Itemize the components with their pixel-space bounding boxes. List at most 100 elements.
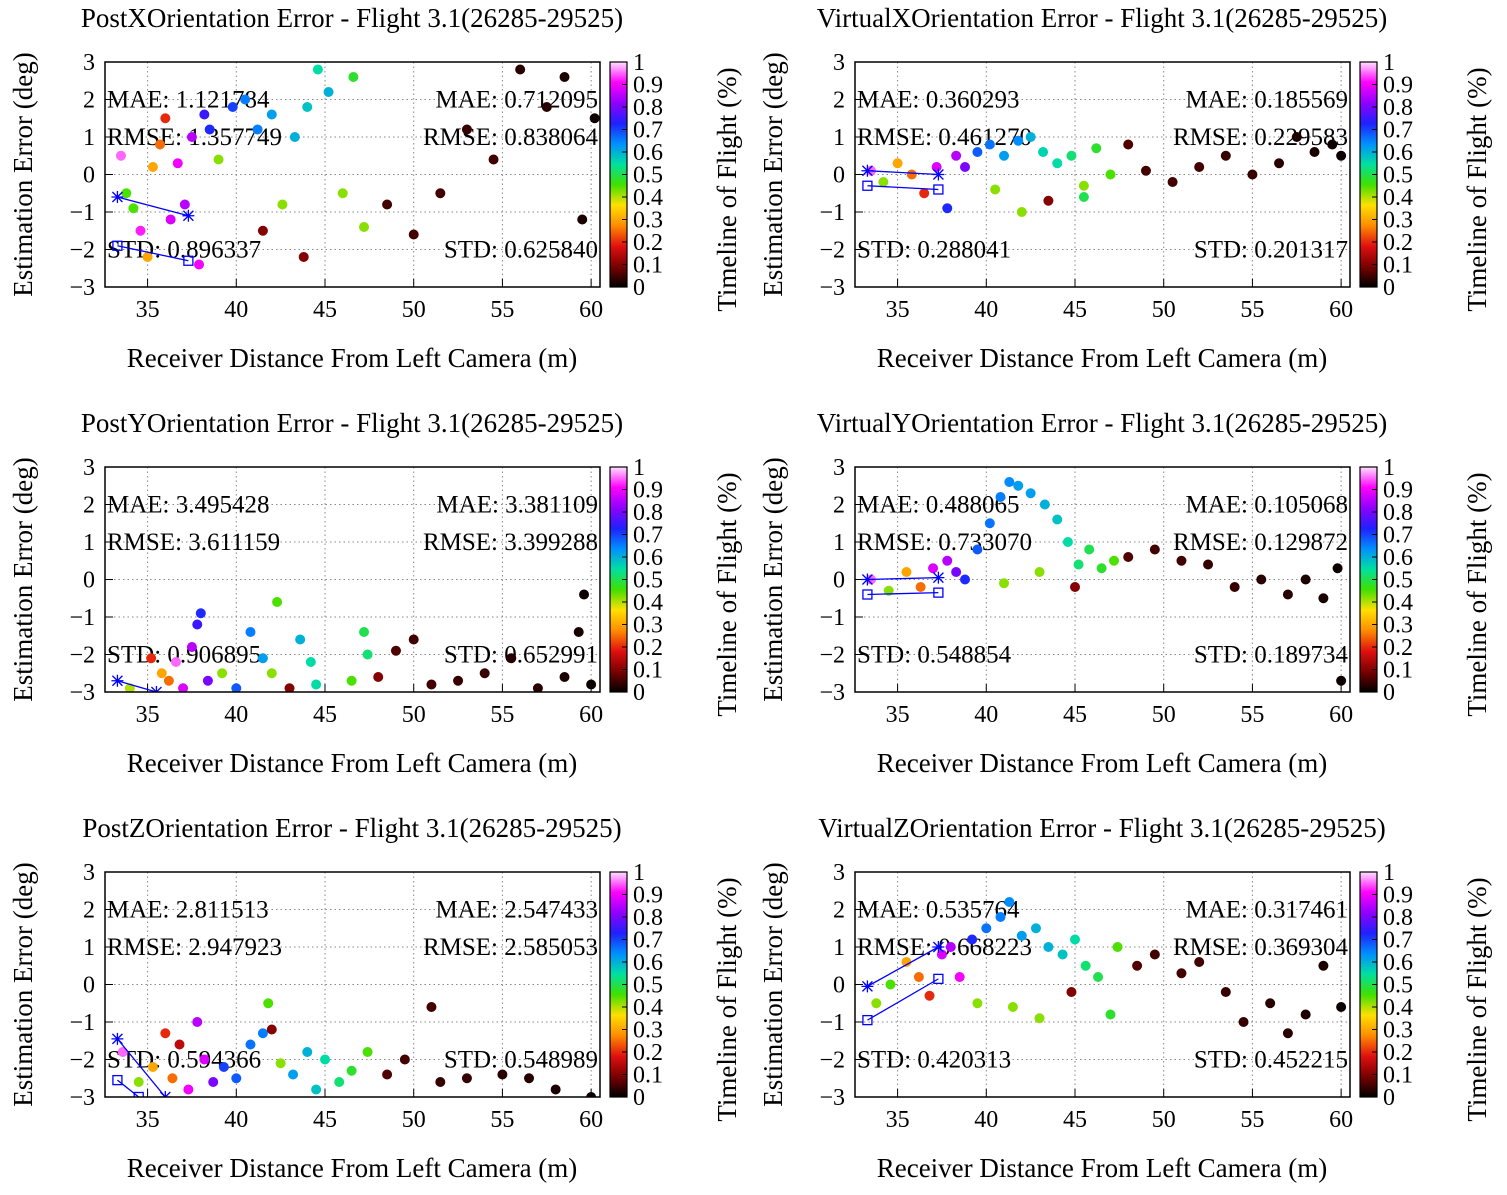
scatter-point [257,225,268,236]
scatter-point [577,214,588,225]
scatter-point [311,1084,322,1095]
chart-title: PostXOrientation Error - Flight 3.1(2628… [81,3,623,33]
y-axis-label: Estimation Error (deg) [758,862,788,1106]
stat-annotation: MAE: 0.535764 [857,897,1020,924]
scatter-point [275,1058,286,1069]
scatter-point [506,653,517,664]
scatter-point [218,1062,229,1072]
stat-annotation: STD: 0.201317 [1194,237,1348,264]
scatter-point [435,188,446,199]
scatter-point [984,518,995,529]
colorbar-tick-label: 0.5 [1383,973,1413,999]
scatter-point [488,154,499,165]
scatter-point [1062,537,1073,547]
scatter-point [972,147,983,157]
scatter-point [272,597,283,607]
x-tick-label: 35 [136,702,160,728]
scatter-point [1149,949,1160,960]
line-marker [133,1091,144,1097]
stat-annotation: RMSE: 0.733070 [857,529,1032,556]
colorbar-tick-label: 0.6 [633,950,663,976]
colorbar-tick-label: 0.4 [1383,995,1413,1021]
scatter-point [373,672,384,682]
x-tick-label: 55 [490,297,514,323]
plot-frame [104,61,601,288]
scatter-point [1203,559,1214,570]
line [867,185,939,191]
y-tick-label: 0 [83,973,95,999]
colorbar-tick-label: 1 [1383,455,1395,481]
y-tick-label: 0 [833,973,845,999]
x-axis-label: Receiver Distance From Left Camera (m) [127,748,578,778]
scatter-point [1052,158,1063,169]
scatter-point [288,1069,299,1080]
colorbar-tick-label: 0.7 [633,928,663,954]
scatter-point [435,1077,446,1087]
scatter-point [227,102,238,112]
scatter-point [217,668,228,679]
scatter-point [1039,499,1050,510]
scatter-point [924,990,935,1001]
x-tick-label: 35 [136,297,160,323]
plot-frame [854,871,1351,1098]
colorbar-tick-label: 0.3 [633,1018,663,1044]
line-marker [862,1014,873,1026]
scatter-point [231,683,242,692]
x-tick-label: 40 [974,702,998,728]
x-tick-label: 40 [224,1107,248,1133]
colorbar-tick-label: 0.7 [1383,523,1413,549]
scatter-point [942,203,953,214]
y-tick-label: −1 [819,1010,845,1036]
line [117,680,157,692]
scatter-point [919,188,930,199]
scatter-point [426,1002,437,1012]
stat-annotation: RMSE: 3.611159 [107,529,280,556]
scatter-point [245,1039,256,1050]
y-tick-label: −2 [819,643,845,669]
scatter-point [573,627,584,637]
colorbar-tick-label: 0.2 [1383,635,1413,661]
scatter-point [1220,150,1231,161]
colorbar-tick-label: 0 [1383,1085,1395,1111]
y-axis-label: Estimation Error (deg) [8,862,38,1106]
points [111,64,600,270]
scatter-point [960,162,970,172]
scatter-point [208,1077,219,1087]
scatter-point [146,653,157,664]
stat-annotation: MAE: 2.811513 [107,897,269,924]
scatter-point [586,679,597,690]
scatter-point [302,102,313,112]
y-axis-label: Estimation Error (deg) [758,457,788,701]
scatter-point [186,642,197,652]
scatter-point [1336,150,1347,161]
scatter-point [1105,169,1116,180]
line-marker [111,1032,124,1045]
scatter-point [1132,960,1143,971]
scatter-point [147,1062,158,1072]
scatter-point [199,1054,210,1065]
scatter-point [382,199,393,210]
colorbar-tick-label: 0.9 [1383,73,1413,99]
scatter-point [1300,574,1311,585]
x-tick-label: 60 [579,297,603,323]
scatter-point [990,184,1001,195]
chart-title: VirtualXOrientation Error - Flight 3.1(2… [817,3,1388,33]
stat-annotation: MAE: 3.381109 [436,492,598,519]
scatter-point [170,657,181,667]
stat-annotation: RMSE: 0.129872 [1173,529,1348,556]
scatter-point [1282,589,1293,600]
scatter-point [1016,930,1027,941]
scatter-point [1080,960,1091,971]
scatter-point [479,668,490,679]
scatter-point [1052,514,1063,525]
x-tick-label: 50 [1152,702,1176,728]
line-marker [112,1074,123,1086]
x-tick-label: 40 [224,702,248,728]
scatter-point [1112,942,1123,952]
x-axis-label: Receiver Distance From Left Camera (m) [127,1153,578,1183]
scatter-point [984,139,995,150]
scatter-point [954,972,965,982]
scatter-point [305,657,316,667]
y-tick-label: −1 [69,605,95,631]
y-tick-label: 1 [833,125,845,151]
